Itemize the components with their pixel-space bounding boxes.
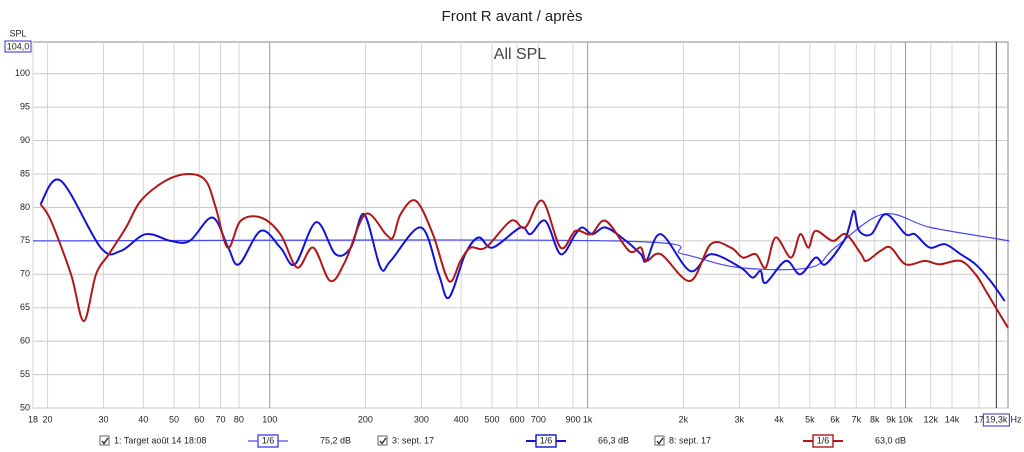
smoothing-label: 1/6 <box>262 435 275 445</box>
x-tick-label: 4k <box>774 414 784 424</box>
x-tick-label: 7k <box>852 414 862 424</box>
x-tick-label: 1k <box>583 414 593 424</box>
x-tick-label: 14k <box>945 414 960 424</box>
y-tick-label: 85 <box>20 168 30 178</box>
smoothing-box[interactable] <box>812 434 834 448</box>
x-tick-label: 30 <box>99 414 109 424</box>
legend-check <box>656 437 664 445</box>
smoothing-label: 1/6 <box>540 435 553 445</box>
x-tick-label: 500 <box>484 414 499 424</box>
y-axis-label: SPL <box>9 28 26 38</box>
x-tick-label: 8k <box>870 414 880 424</box>
y-tick-label: 55 <box>20 369 30 379</box>
cursor-label: 19,3k <box>985 414 1008 424</box>
smoothing-label: 1/6 <box>817 435 830 445</box>
y-tick-label: 80 <box>20 202 30 212</box>
smoothing-box[interactable] <box>257 434 279 448</box>
series-line <box>39 178 1006 302</box>
series-line <box>39 172 1009 329</box>
x-tick-label: 100 <box>262 414 277 424</box>
cursor-box <box>982 413 1010 427</box>
x-tick-label: 18 <box>28 414 38 424</box>
x-tick-label: 700 <box>531 414 546 424</box>
x-tick-label: 200 <box>358 414 373 424</box>
x-tick-label: 9k <box>886 414 896 424</box>
legend: 1: Target août 14 18:08 1/6 75,2 dB 3: sept… <box>99 434 906 448</box>
legend-checkbox[interactable] <box>99 435 110 446</box>
x-tick-label: 80 <box>234 414 244 424</box>
x-tick-label: 300 <box>414 414 429 424</box>
legend-check <box>379 437 387 445</box>
x-tick-label: 900 <box>566 414 581 424</box>
smoothing-box[interactable] <box>535 434 557 448</box>
legend-label: 1: Target août 14 18:08 <box>114 435 206 445</box>
y-tick-label: 104,0 <box>7 41 30 51</box>
x-tick-label: 6k <box>830 414 840 424</box>
x-tick-label: 400 <box>454 414 469 424</box>
y-tick-label: 70 <box>20 269 30 279</box>
legend-label: 3: sept. 17 <box>392 435 434 445</box>
legend-checkbox[interactable] <box>377 435 388 446</box>
legend-label: 8: sept. 17 <box>669 435 711 445</box>
legend-readout: 75,2 dB <box>320 435 351 445</box>
x-axis-label: Hz <box>1011 414 1022 424</box>
x-tick-label: 40 <box>138 414 148 424</box>
lines <box>32 172 1010 329</box>
legend-checkbox[interactable] <box>654 435 665 446</box>
y-tick-label: 100 <box>15 68 30 78</box>
x-tick-label: 50 <box>169 414 179 424</box>
x-tick-label: 3k <box>735 414 745 424</box>
x-tick-label: 70 <box>216 414 226 424</box>
labels: 50 55 60 65 70 75 80 85 90 95 100 104,0 18 20 30 40 50 60… <box>4 40 1010 427</box>
annotation: All SPL <box>494 46 547 63</box>
legend-check <box>101 437 109 445</box>
legend-readout: 63,0 dB <box>875 435 906 445</box>
y-tick-label: 90 <box>20 135 30 145</box>
y-tick-label: 95 <box>20 102 30 112</box>
y-tick-label: 50 <box>20 402 30 412</box>
legend-readout: 66,3 dB <box>598 435 629 445</box>
x-tick-label: 17 <box>974 414 984 424</box>
y-limit-box <box>4 40 32 53</box>
y-tick-label: 75 <box>20 235 30 245</box>
x-tick-label: 5k <box>805 414 815 424</box>
x-tick-label: 60 <box>194 414 204 424</box>
x-tick-label: 600 <box>510 414 525 424</box>
x-tick-label: 2k <box>679 414 689 424</box>
x-tick-label: 20 <box>43 414 53 424</box>
x-tick-label: 12k <box>923 414 938 424</box>
chart-title: Front R avant / après <box>442 8 583 25</box>
y-tick-label: 65 <box>20 302 30 312</box>
x-tick-label: 10k <box>898 414 913 424</box>
y-tick-label: 60 <box>20 336 30 346</box>
